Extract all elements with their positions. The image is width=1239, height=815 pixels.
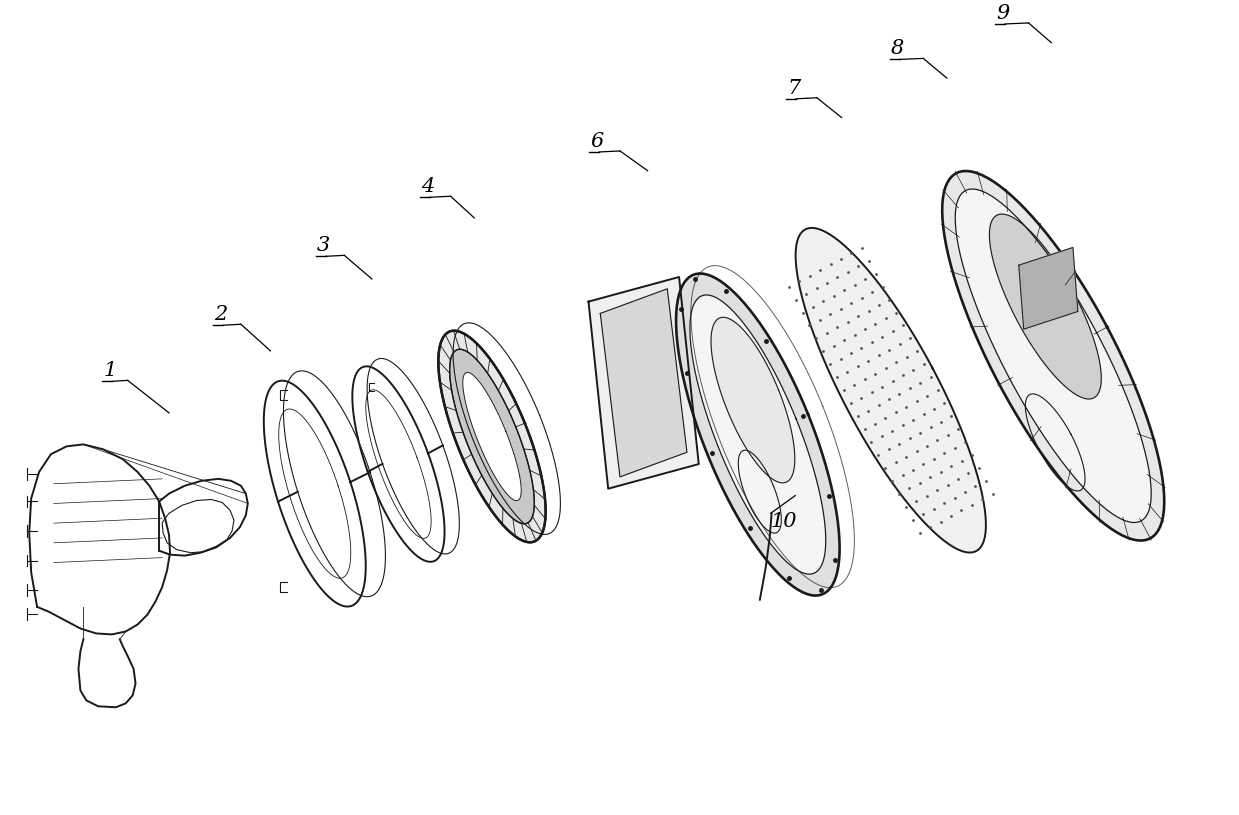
Text: 2: 2 bbox=[214, 306, 228, 324]
Polygon shape bbox=[1018, 248, 1078, 329]
Polygon shape bbox=[601, 289, 686, 477]
Polygon shape bbox=[942, 171, 1165, 540]
Polygon shape bbox=[795, 228, 986, 553]
Polygon shape bbox=[990, 214, 1101, 399]
Polygon shape bbox=[676, 274, 840, 596]
Text: 3: 3 bbox=[317, 236, 330, 255]
Text: 8: 8 bbox=[891, 39, 904, 59]
Text: 10: 10 bbox=[771, 512, 797, 531]
Text: 6: 6 bbox=[591, 132, 603, 151]
Text: 1: 1 bbox=[103, 361, 116, 381]
Polygon shape bbox=[450, 350, 534, 524]
Polygon shape bbox=[439, 331, 545, 542]
Polygon shape bbox=[711, 317, 794, 482]
Polygon shape bbox=[690, 295, 825, 574]
Polygon shape bbox=[955, 189, 1151, 522]
Text: 7: 7 bbox=[787, 79, 800, 98]
Text: 9: 9 bbox=[996, 4, 1010, 23]
Polygon shape bbox=[589, 277, 699, 489]
Polygon shape bbox=[463, 372, 522, 500]
Text: 4: 4 bbox=[421, 177, 435, 196]
